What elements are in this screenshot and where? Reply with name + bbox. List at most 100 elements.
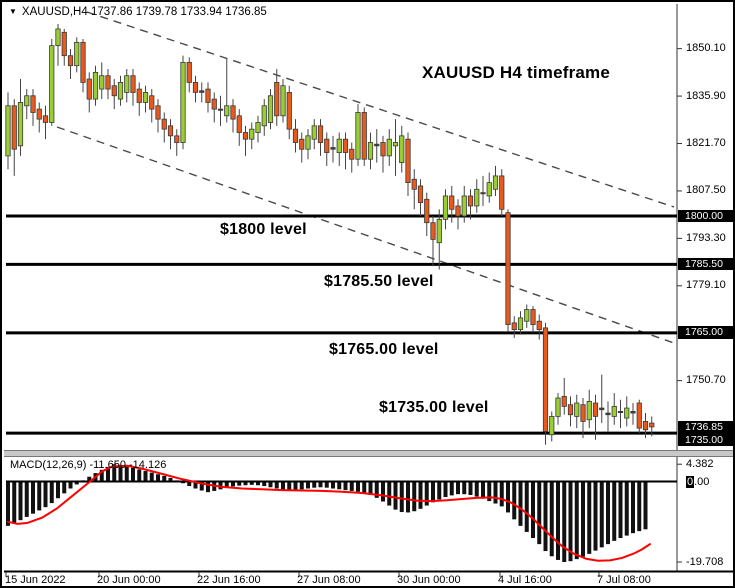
macd-histogram-bar bbox=[343, 482, 348, 491]
macd-histogram-bar bbox=[437, 482, 442, 500]
candle-body bbox=[530, 309, 536, 325]
candle-body bbox=[649, 422, 655, 428]
macd-histogram-bar bbox=[206, 482, 210, 493]
macd-histogram-bar bbox=[506, 482, 510, 513]
macd-histogram-bar bbox=[368, 482, 373, 495]
price-axis-label: 1807.50 bbox=[686, 184, 726, 197]
macd-histogram-bar bbox=[581, 482, 585, 557]
annotation-level-1[interactable]: $1785.50 level bbox=[324, 273, 434, 290]
candle-body bbox=[330, 147, 336, 150]
annotation-timeframe[interactable]: XAUUSD H4 timeframe bbox=[422, 63, 611, 82]
macd-histogram-bar bbox=[362, 482, 367, 493]
candle-body bbox=[542, 327, 549, 432]
macd-histogram-bar bbox=[156, 474, 160, 482]
candle-body bbox=[30, 95, 36, 113]
candle-body bbox=[642, 421, 649, 431]
macd-histogram-bar bbox=[287, 482, 292, 491]
candle-body bbox=[367, 142, 374, 160]
panel-splitter[interactable] bbox=[4, 451, 735, 456]
price-axis-label: 1821.70 bbox=[686, 137, 726, 150]
candle-body bbox=[199, 90, 205, 93]
candle-body bbox=[636, 402, 642, 429]
annotation-level-2[interactable]: $1765.00 level bbox=[329, 341, 439, 358]
macd-histogram-bar bbox=[562, 482, 567, 563]
candle-body bbox=[161, 118, 167, 130]
candle-body bbox=[411, 178, 417, 190]
macd-histogram-bar bbox=[431, 482, 435, 503]
candle-body bbox=[205, 88, 211, 103]
macd-histogram-bar bbox=[237, 482, 242, 486]
macd-histogram-bar bbox=[143, 471, 148, 482]
macd-histogram-bar bbox=[37, 482, 42, 511]
macd-histogram-bar bbox=[256, 482, 260, 486]
time-axis-label: 22 Jun 16:00 bbox=[197, 574, 261, 586]
annotation-level-0[interactable]: $1800 level bbox=[220, 221, 307, 238]
candle-body bbox=[374, 143, 380, 147]
channel-line-upper[interactable] bbox=[86, 11, 675, 208]
candle-body bbox=[267, 95, 274, 123]
candle-body bbox=[55, 28, 61, 47]
macd-histogram-bar bbox=[487, 482, 492, 502]
macd-histogram-bar bbox=[331, 482, 335, 489]
time-axis-label: 7 Jul 08:00 bbox=[597, 574, 651, 586]
macd-axis-zero: 0.00 bbox=[686, 475, 710, 488]
macd-histogram-bar bbox=[624, 482, 629, 536]
macd-histogram-bar bbox=[543, 482, 548, 552]
price-level-badge: 1800.00 bbox=[678, 209, 733, 222]
macd-histogram-bar bbox=[131, 467, 135, 482]
price-axis-label: 1850.10 bbox=[686, 42, 726, 55]
candle-body bbox=[617, 410, 624, 413]
candle-body bbox=[524, 309, 530, 322]
annotation-level-3[interactable]: $1735.00 level bbox=[379, 399, 489, 416]
candle-body bbox=[67, 55, 74, 67]
candle-body bbox=[24, 95, 30, 107]
candle-body bbox=[186, 61, 192, 83]
candle-body bbox=[111, 85, 117, 97]
macd-histogram-bar bbox=[106, 466, 110, 482]
candle-body bbox=[130, 75, 136, 93]
candle-body bbox=[580, 404, 586, 422]
candle-body bbox=[424, 198, 430, 224]
macd-histogram-bar bbox=[618, 482, 623, 539]
time-axis-label: 20 Jun 00:00 bbox=[97, 574, 161, 586]
candle-body bbox=[405, 138, 411, 183]
candle-body bbox=[399, 135, 405, 163]
price-level-badge: 1765.00 bbox=[678, 326, 733, 339]
macd-signal-line bbox=[7, 464, 651, 562]
candle-body bbox=[417, 185, 424, 204]
candle-body bbox=[380, 142, 386, 157]
candle-body bbox=[105, 75, 111, 90]
macd-histogram-bar bbox=[406, 482, 410, 513]
channel-line-lower[interactable] bbox=[56, 126, 675, 344]
candle-body bbox=[467, 195, 474, 207]
candle-body bbox=[392, 142, 399, 147]
candle-body bbox=[586, 400, 592, 421]
macd-histogram-bar bbox=[374, 482, 379, 498]
macd-histogram-bar bbox=[306, 482, 310, 489]
macd-histogram-bar bbox=[499, 482, 504, 507]
price-level-badge: 1785.50 bbox=[678, 257, 733, 271]
macd-histogram-bar bbox=[531, 482, 535, 539]
macd-histogram-bar bbox=[512, 482, 517, 520]
macd-histogram-bar bbox=[124, 466, 129, 482]
candle-body bbox=[124, 75, 130, 93]
price-axis-label: 1750.70 bbox=[686, 374, 726, 387]
symbol-label[interactable]: XAUUSD,H4 bbox=[21, 6, 88, 18]
macd-histogram-bar bbox=[224, 482, 229, 488]
macd-histogram-bar bbox=[449, 482, 454, 496]
macd-histogram-bar bbox=[162, 475, 167, 482]
candle-body bbox=[305, 135, 311, 150]
macd-histogram-bar bbox=[643, 482, 648, 530]
candle-body bbox=[486, 182, 492, 197]
candle-body bbox=[517, 317, 524, 330]
current-price-badge: 1736.85 bbox=[678, 421, 733, 434]
candle-body bbox=[217, 108, 224, 111]
candle-body bbox=[555, 397, 561, 417]
symbol-dropdown-icon[interactable]: ▼ bbox=[9, 7, 17, 16]
macd-histogram-bar bbox=[112, 464, 117, 482]
candle-body bbox=[99, 75, 105, 90]
macd-histogram-bar bbox=[612, 482, 617, 541]
macd-histogram-bar bbox=[568, 482, 573, 562]
